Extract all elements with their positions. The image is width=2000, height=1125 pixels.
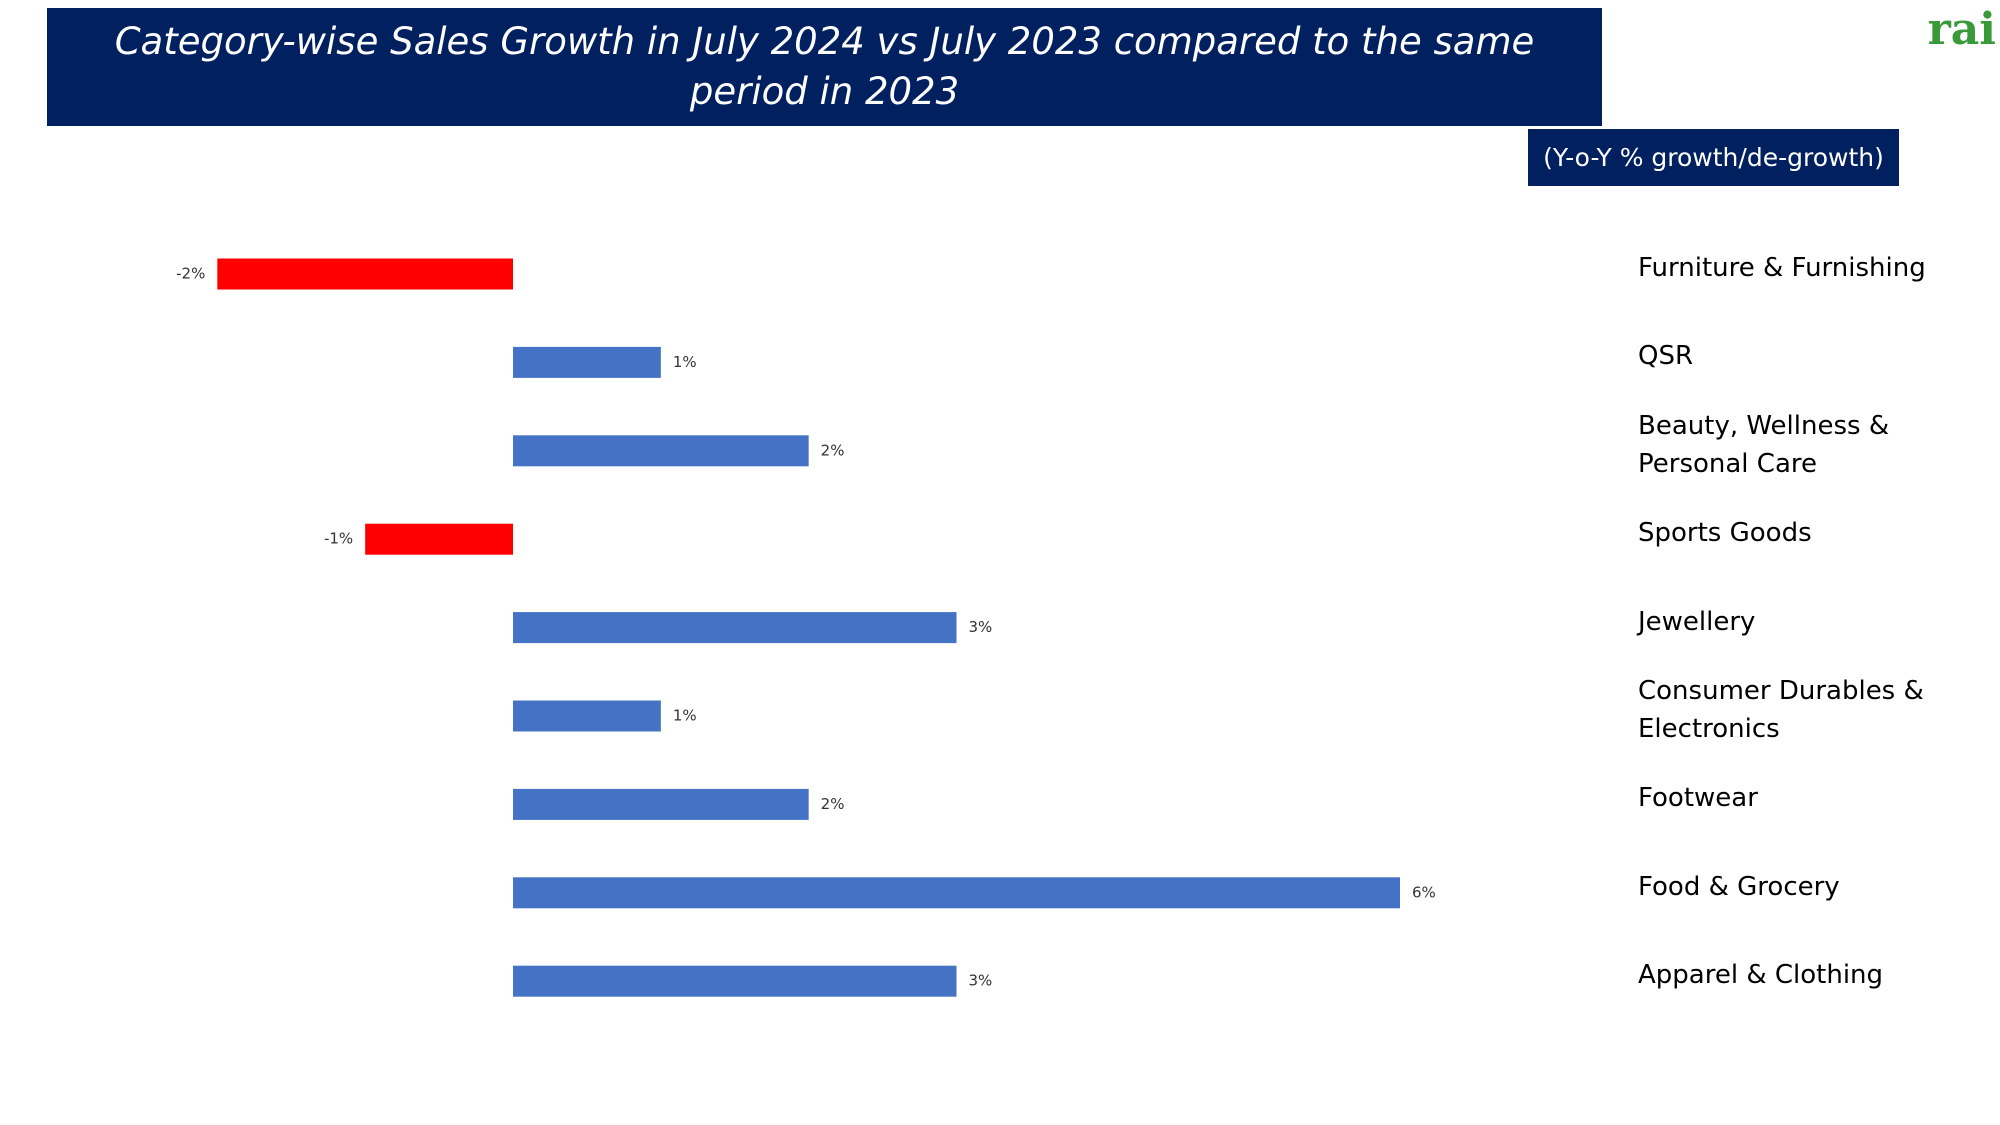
category-label: Jewellery (1638, 606, 1756, 637)
category-label: Food & Grocery (1638, 871, 1840, 902)
chart-title: Category-wise Sales Growth in July 2024 … (47, 8, 1602, 126)
category-label: Consumer Durables & Electronics (1638, 676, 1924, 744)
value-label: 1% (673, 353, 697, 371)
value-label: 3% (969, 972, 993, 990)
value-label: 1% (673, 707, 697, 725)
category-label: Footwear (1638, 783, 1758, 814)
bar (513, 700, 661, 732)
bar (513, 877, 1400, 909)
bar (513, 346, 661, 378)
bar (513, 435, 809, 467)
bar (513, 788, 809, 820)
bar (513, 612, 957, 644)
value-label: 2% (821, 441, 845, 459)
category-label: Apparel & Clothing (1638, 960, 1884, 991)
bar (217, 258, 514, 290)
value-label: 3% (969, 618, 993, 636)
category-label: Furniture & Furnishing (1638, 253, 1926, 283)
value-label: 6% (1412, 883, 1436, 901)
value-label: 2% (821, 795, 845, 813)
bar (365, 523, 513, 555)
value-label: -1% (324, 530, 353, 548)
category-label: QSR (1638, 341, 1694, 372)
category-label: Sports Goods (1638, 518, 1812, 549)
category-label: Beauty, Wellness & Personal Care (1638, 410, 1890, 479)
value-label: -2% (176, 265, 205, 283)
chart-subtitle: (Y-o-Y % growth/de-growth) (1528, 129, 1899, 186)
bar (513, 965, 957, 997)
logo: rai (1927, 4, 1996, 55)
